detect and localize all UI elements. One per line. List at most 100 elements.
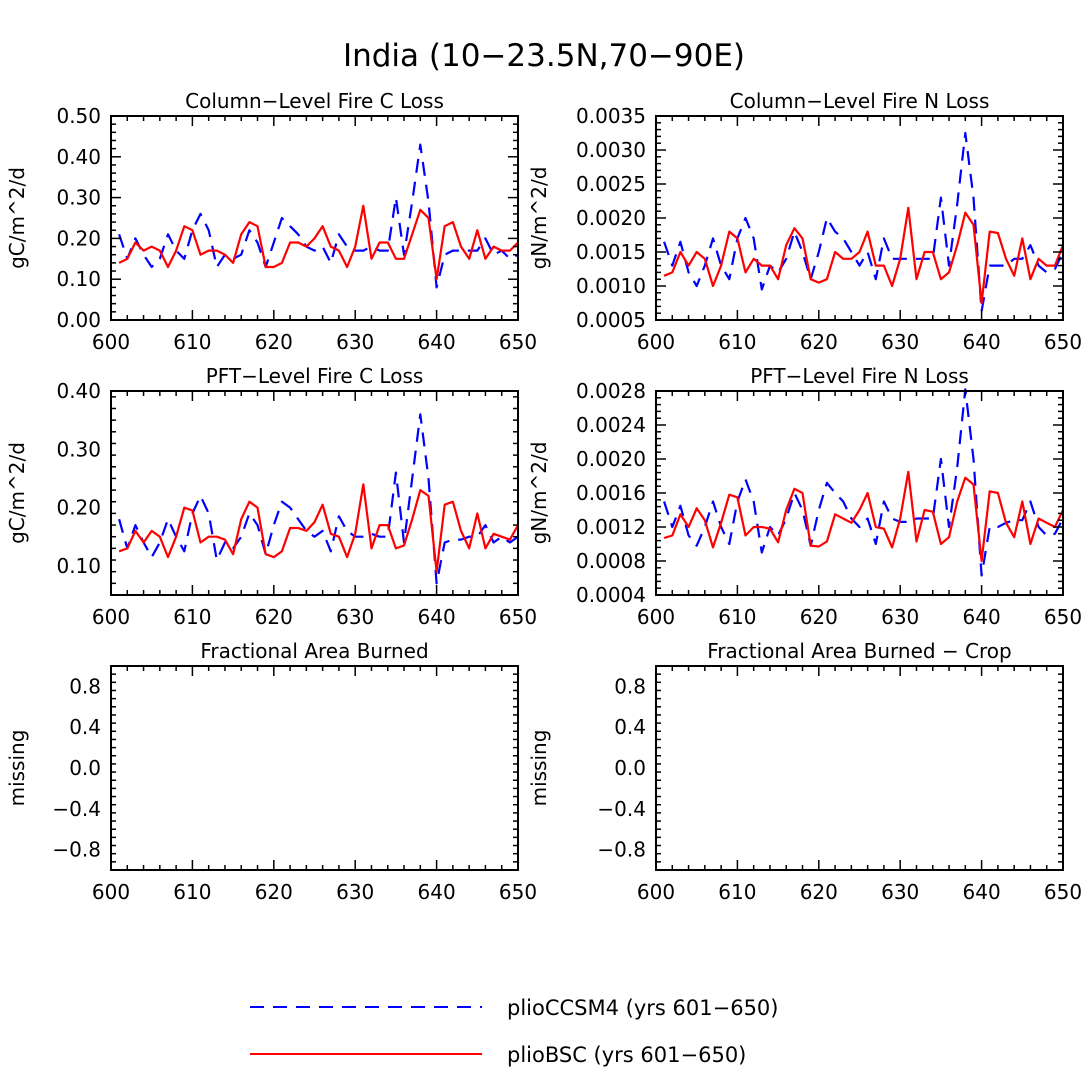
y-tick-label: 0.0024 <box>576 413 646 437</box>
series-line-plioccsm4 <box>118 413 519 585</box>
panel-title: Column−Level Fire N Loss <box>730 89 990 113</box>
y-tick-label: 0.0012 <box>576 515 646 539</box>
x-tick-label: 600 <box>92 605 130 629</box>
y-tick-label: 0.40 <box>56 379 101 403</box>
x-tick-label: 640 <box>963 880 1001 904</box>
y-tick-label: 0.8 <box>69 674 101 698</box>
y-tick-label: 0.20 <box>56 226 101 250</box>
x-tick-label: 620 <box>800 880 838 904</box>
x-tick-label: 630 <box>881 880 919 904</box>
y-tick-label: 0.0 <box>614 756 646 780</box>
y-tick-label: −0.4 <box>52 797 101 821</box>
panel-4: 600 610 620 630 640 650 0.0004 0.0008 0.0012 0.00… <box>527 364 1082 629</box>
series-line-pliobsc <box>118 204 519 281</box>
x-tick-label: 610 <box>718 330 756 354</box>
x-tick-label: 650 <box>499 880 537 904</box>
plot-frame <box>655 115 1064 321</box>
x-tick-label: 610 <box>718 880 756 904</box>
legend-label-plioccsm4: plioCCSM4 (yrs 601−650) <box>507 996 778 1020</box>
x-tick-label: 630 <box>336 330 374 354</box>
panel-6: 600 610 620 630 640 650 −0.8 −0.4 0.0 0.4 0.8 Fract… <box>527 639 1082 904</box>
x-tick-label: 600 <box>637 880 675 904</box>
y-tick-label: 0.0020 <box>576 206 646 230</box>
x-tick-label: 640 <box>963 605 1001 629</box>
y-axis-label: gN/m^2/d <box>527 167 551 270</box>
x-tick-label: 600 <box>92 330 130 354</box>
y-axis-label: gN/m^2/d <box>527 442 551 545</box>
y-tick-label: 0.50 <box>56 104 101 128</box>
y-tick-label: 0.4 <box>69 715 101 739</box>
plot-frame <box>110 390 519 596</box>
x-tick-label: 610 <box>173 605 211 629</box>
x-tick-label: 650 <box>1044 330 1082 354</box>
y-tick-label: 0.8 <box>614 674 646 698</box>
x-tick-label: 650 <box>1044 880 1082 904</box>
x-tick-label: 620 <box>800 330 838 354</box>
plot-frame <box>655 390 1064 596</box>
y-tick-label: 0.0016 <box>576 481 646 505</box>
y-tick-label: 0.00 <box>56 308 101 332</box>
series-line-plioccsm4 <box>663 131 1064 313</box>
x-tick-label: 620 <box>255 880 293 904</box>
x-tick-label: 620 <box>255 330 293 354</box>
panel-title: Fractional Area Burned − Crop <box>707 639 1011 663</box>
series-line-pliobsc <box>663 470 1064 563</box>
panel-3: 600 610 620 630 640 650 0.10 0.20 0.30 0.40 PFT−Le… <box>5 364 537 629</box>
x-tick-label: 630 <box>881 605 919 629</box>
y-tick-label: 0.30 <box>56 437 101 461</box>
panel-title: PFT−Level Fire C Loss <box>206 364 424 388</box>
x-tick-label: 610 <box>718 605 756 629</box>
y-tick-label: 0.0015 <box>576 240 646 264</box>
y-tick-label: 0.10 <box>56 554 101 578</box>
panel-5: 600 610 620 630 640 650 −0.8 −0.4 0.0 0.4 0.8 Fract… <box>5 639 537 904</box>
y-tick-label: 0.0004 <box>576 583 646 607</box>
panel-title: Column−Level Fire C Loss <box>185 89 444 113</box>
x-tick-label: 650 <box>1044 605 1082 629</box>
y-tick-label: 0.10 <box>56 267 101 291</box>
x-tick-label: 650 <box>499 330 537 354</box>
x-tick-label: 640 <box>418 330 456 354</box>
y-axis-label: missing <box>5 730 29 807</box>
x-tick-label: 630 <box>881 330 919 354</box>
legend-label-pliobsc: plioBSC (yrs 601−650) <box>507 1043 746 1067</box>
legend: plioCCSM4 (yrs 601−650) plioBSC (yrs 601… <box>250 996 778 1067</box>
x-tick-label: 610 <box>173 330 211 354</box>
y-tick-label: 0.0020 <box>576 447 646 471</box>
y-axis-label: missing <box>527 730 551 807</box>
y-tick-label: 0.0005 <box>576 308 646 332</box>
y-tick-label: −0.8 <box>52 838 101 862</box>
y-tick-label: 0.4 <box>614 715 646 739</box>
x-tick-label: 650 <box>499 605 537 629</box>
x-tick-label: 600 <box>637 605 675 629</box>
x-tick-label: 620 <box>800 605 838 629</box>
panels: 600 610 620 630 640 650 0.00 0.10 0.20 0.30 0.40 0.… <box>5 89 1082 904</box>
y-tick-label: 0.0030 <box>576 138 646 162</box>
y-tick-label: 0.20 <box>56 496 101 520</box>
x-tick-label: 620 <box>255 605 293 629</box>
panel-title: Fractional Area Burned <box>200 639 428 663</box>
panel-1: 600 610 620 630 640 650 0.00 0.10 0.20 0.30 0.40 0.… <box>5 89 537 354</box>
x-tick-label: 600 <box>637 330 675 354</box>
y-tick-label: 0.0035 <box>576 104 646 128</box>
y-tick-label: 0.0010 <box>576 274 646 298</box>
x-tick-label: 640 <box>963 330 1001 354</box>
y-tick-label: 0.0028 <box>576 379 646 403</box>
plot-frame <box>655 665 1064 871</box>
plot-frame <box>110 115 519 321</box>
figure-title: India (10−23.5N,70−90E) <box>343 38 745 74</box>
y-axis-label: gC/m^2/d <box>5 167 29 269</box>
series-line-pliobsc <box>663 206 1065 305</box>
y-tick-label: 0.0025 <box>576 172 646 196</box>
y-tick-label: −0.8 <box>597 838 646 862</box>
y-tick-label: −0.4 <box>597 797 646 821</box>
series-line-plioccsm4 <box>118 143 519 289</box>
y-tick-label: 0.40 <box>56 145 101 169</box>
x-tick-label: 600 <box>92 880 130 904</box>
x-tick-label: 640 <box>418 605 456 629</box>
y-tick-label: 0.30 <box>56 186 101 210</box>
y-tick-label: 0.0 <box>69 756 101 780</box>
panel-2: 600 610 620 630 640 650 0.0005 0.0010 0.0015 0.00… <box>527 89 1082 354</box>
x-tick-label: 630 <box>336 880 374 904</box>
y-tick-label: 0.0008 <box>576 549 646 573</box>
